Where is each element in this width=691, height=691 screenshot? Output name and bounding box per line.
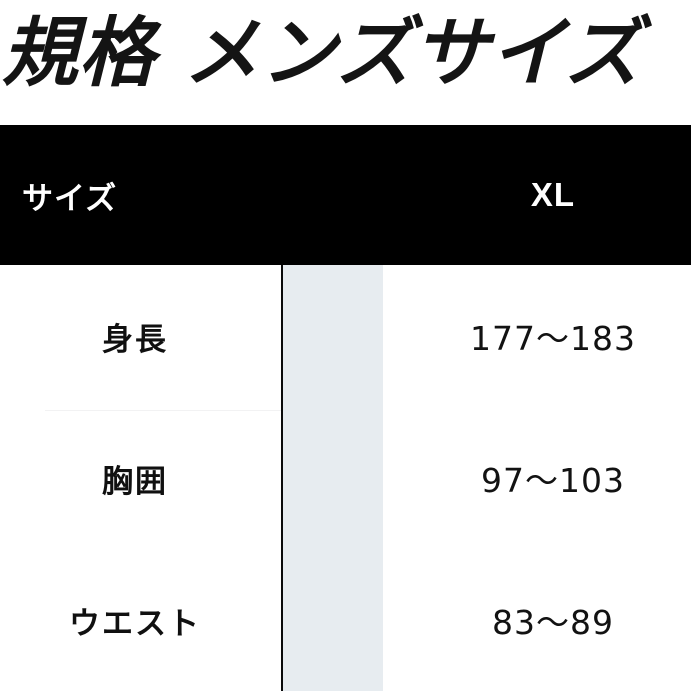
row-label-waist: ウエスト (69, 605, 201, 641)
page-title: 0規格 メンズサイズ (0, 8, 642, 97)
table-row: 胸囲 97〜103 (0, 407, 691, 549)
row-label-chest: 胸囲 (102, 463, 168, 499)
table-header-row: サイズ XL (0, 125, 691, 265)
title-band: 0規格 メンズサイズ (0, 0, 691, 125)
row-value-waist-xl: 83〜89 (492, 603, 614, 642)
column-header-xl: XL (530, 176, 576, 213)
column-separator-rule (281, 265, 283, 691)
table-body: 身長 3 177〜183 胸囲 97〜103 ウエスト (0, 265, 691, 691)
row-cut-value-chest (283, 407, 383, 549)
row-cut-value-height: 3 (283, 265, 383, 407)
column-header-size-label: サイズ (22, 180, 118, 216)
size-table: サイズ XL 身長 3 177〜183 胸囲 97〜103 (0, 125, 691, 691)
row-cut-value-waist (283, 549, 383, 691)
table-row: ウエスト 83〜89 (0, 549, 691, 691)
row-divider (45, 410, 282, 411)
row-value-chest-xl: 97〜103 (481, 461, 625, 500)
row-value-height-xl: 177〜183 (470, 319, 636, 358)
table-row: 身長 3 177〜183 (0, 265, 691, 407)
row-label-height: 身長 (102, 321, 168, 357)
